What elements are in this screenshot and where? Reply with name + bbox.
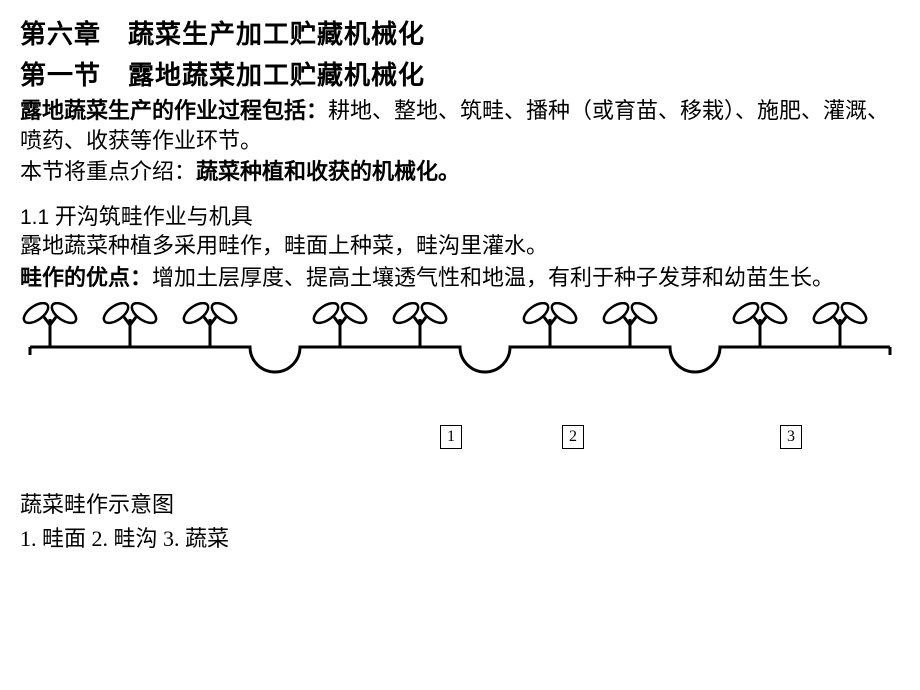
paragraph-3: 露地蔬菜种植多采用畦作，畦面上种菜，畦沟里灌水。	[20, 231, 900, 261]
para2-bold: 蔬菜种植和收获的机械化。	[196, 159, 460, 184]
paragraph-1: 露地蔬菜生产的作业过程包括：耕地、整地、筑畦、播种（或育苗、移栽）、施肥、灌溉、…	[20, 96, 900, 155]
para2-prefix: 本节将重点介绍：	[20, 159, 196, 184]
bed-diagram	[20, 302, 900, 397]
section-title: 第一节 露地蔬菜加工贮藏机械化	[20, 55, 900, 92]
diagram-legend: 1. 畦面 2. 畦沟 3. 蔬菜	[20, 521, 900, 553]
subsection-number: 1.1	[20, 206, 49, 229]
subsection-heading: 1.1 开沟筑畦作业与机具	[20, 199, 900, 231]
page-box-1: 1	[440, 425, 462, 449]
para4-lead: 畦作的优点：	[20, 265, 152, 290]
bed-svg	[20, 302, 900, 392]
diagram-caption: 蔬菜畦作示意图	[20, 487, 900, 519]
para4-rest: 增加土层厚度、提高土壤透气性和地温，有利于种子发芽和幼苗生长。	[152, 265, 834, 290]
paragraph-4: 畦作的优点：增加土层厚度、提高土壤透气性和地温，有利于种子发芽和幼苗生长。	[20, 263, 900, 293]
chapter-title: 第六章 蔬菜生产加工贮藏机械化	[20, 14, 900, 51]
subsection-label: 开沟筑畦作业与机具	[49, 204, 253, 229]
page-box-2: 2	[562, 425, 584, 449]
paragraph-2: 本节将重点介绍：蔬菜种植和收获的机械化。	[20, 157, 900, 187]
para1-lead: 露地蔬菜生产的作业过程包括：	[20, 98, 328, 123]
page-box-3: 3	[780, 425, 802, 449]
page-number-boxes: 1 2 3	[20, 425, 900, 449]
